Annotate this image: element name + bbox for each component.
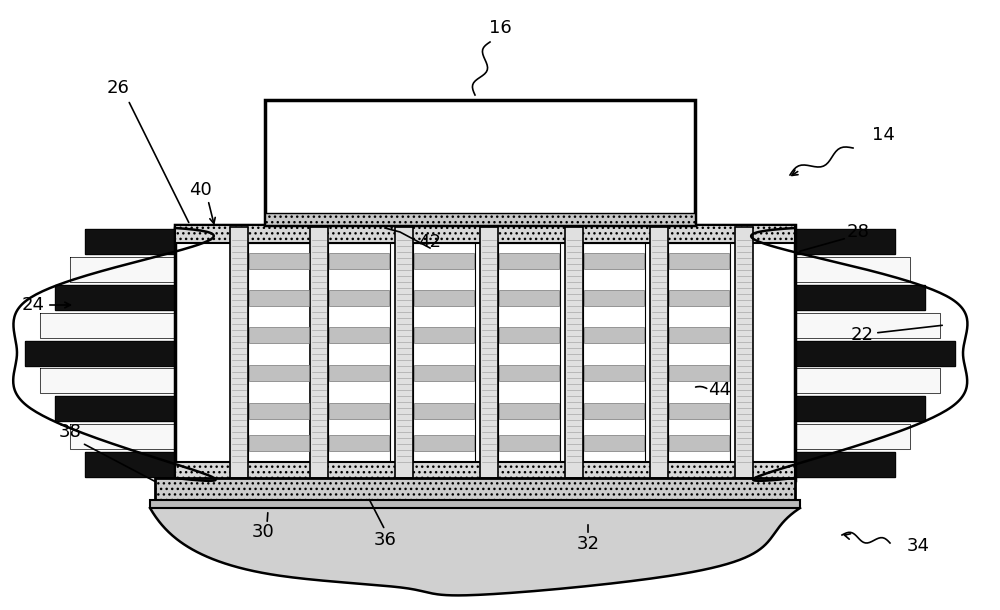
Bar (584, 327, 644, 343)
Polygon shape (70, 424, 175, 449)
Text: 38: 38 (59, 423, 81, 441)
Bar (735, 227, 753, 478)
Bar (248, 243, 310, 462)
Text: 24: 24 (22, 296, 44, 314)
Polygon shape (795, 396, 925, 421)
Bar (175, 225, 795, 243)
Polygon shape (795, 340, 955, 365)
Bar (249, 365, 309, 381)
Bar (499, 365, 559, 381)
Polygon shape (40, 368, 175, 393)
Bar (329, 365, 389, 381)
Bar (329, 435, 389, 451)
Text: 40: 40 (189, 181, 211, 199)
Bar (584, 403, 644, 419)
Text: 22: 22 (850, 326, 874, 344)
Bar (584, 290, 644, 306)
Bar (669, 403, 729, 419)
Polygon shape (85, 451, 175, 476)
Bar (329, 290, 389, 306)
Bar (395, 227, 413, 478)
Polygon shape (40, 313, 175, 338)
Bar (329, 403, 389, 419)
Bar (249, 253, 309, 269)
Bar (249, 403, 309, 419)
Bar (150, 500, 800, 508)
Bar (499, 403, 559, 419)
Polygon shape (150, 508, 800, 595)
Bar (414, 403, 474, 419)
Bar (650, 227, 668, 478)
Bar (249, 435, 309, 451)
Bar (669, 290, 729, 306)
Text: 26: 26 (107, 79, 129, 97)
Bar (175, 462, 795, 480)
Text: 42: 42 (418, 233, 441, 251)
Bar (498, 243, 560, 462)
Bar (329, 253, 389, 269)
Bar (584, 435, 644, 451)
Bar (249, 327, 309, 343)
Text: 28: 28 (847, 223, 869, 241)
Bar (669, 327, 729, 343)
Bar (414, 435, 474, 451)
Polygon shape (55, 396, 175, 421)
Polygon shape (795, 451, 895, 476)
Bar (583, 243, 645, 462)
Bar (669, 435, 729, 451)
Bar (310, 227, 328, 478)
Bar (329, 327, 389, 343)
Bar (499, 435, 559, 451)
Polygon shape (25, 340, 175, 365)
Polygon shape (795, 368, 940, 393)
Polygon shape (85, 229, 175, 254)
Text: 14: 14 (872, 126, 894, 144)
Bar (265, 213, 695, 225)
Text: 36: 36 (374, 531, 396, 549)
Polygon shape (55, 285, 175, 310)
Bar (414, 365, 474, 381)
Polygon shape (795, 424, 910, 449)
Text: 32: 32 (576, 535, 600, 553)
Bar (155, 478, 795, 500)
Bar (668, 243, 730, 462)
Text: 44: 44 (708, 381, 732, 399)
Text: 34: 34 (906, 537, 930, 555)
Polygon shape (795, 285, 925, 310)
Bar (414, 253, 474, 269)
Polygon shape (70, 257, 175, 282)
Bar (584, 253, 644, 269)
Polygon shape (795, 229, 895, 254)
Bar (175, 225, 795, 480)
Bar (249, 290, 309, 306)
Bar (565, 227, 583, 478)
Polygon shape (795, 257, 910, 282)
Bar (414, 290, 474, 306)
Bar (584, 365, 644, 381)
Bar (414, 327, 474, 343)
Bar (265, 100, 695, 225)
Bar (480, 227, 498, 478)
Text: 30: 30 (252, 523, 274, 541)
Bar (413, 243, 475, 462)
Bar (669, 253, 729, 269)
Bar (328, 243, 390, 462)
Text: 16: 16 (489, 19, 511, 37)
Bar (230, 227, 248, 478)
Polygon shape (795, 313, 940, 338)
Bar (499, 253, 559, 269)
Bar (499, 327, 559, 343)
Bar (669, 365, 729, 381)
Bar (499, 290, 559, 306)
